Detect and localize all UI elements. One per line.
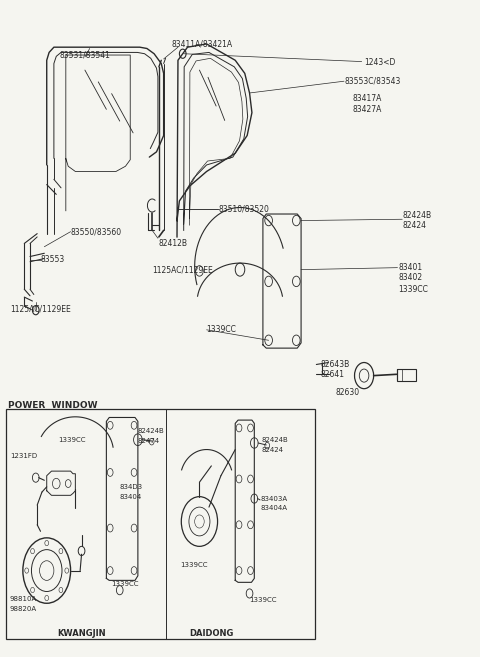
Text: POWER  WINDOW: POWER WINDOW: [8, 401, 97, 409]
Text: 83427A: 83427A: [352, 105, 382, 114]
Text: 82424: 82424: [262, 447, 284, 453]
Text: 834D3: 834D3: [120, 484, 143, 490]
Text: 82424B: 82424B: [402, 212, 432, 221]
Text: 82424B: 82424B: [137, 428, 164, 434]
Text: 82641: 82641: [320, 370, 344, 379]
Text: 1243<D: 1243<D: [364, 58, 396, 67]
Text: 1339CC: 1339CC: [206, 325, 237, 334]
Text: 83404A: 83404A: [260, 505, 287, 511]
Text: 83553C/83543: 83553C/83543: [345, 77, 401, 85]
Bar: [396, 369, 416, 381]
Text: 83402: 83402: [398, 273, 422, 282]
Text: 82424: 82424: [402, 221, 426, 231]
Text: 83403A: 83403A: [260, 495, 287, 501]
Text: 98820A: 98820A: [10, 606, 37, 612]
Text: 82424B: 82424B: [262, 437, 288, 443]
Text: 1339CC: 1339CC: [180, 562, 208, 568]
Text: 1125AC/1129EE: 1125AC/1129EE: [152, 265, 213, 274]
Bar: [6, 409, 315, 639]
Text: 83411A/83421A: 83411A/83421A: [171, 39, 232, 49]
Text: 1231FD: 1231FD: [10, 453, 37, 459]
Text: 1339CC: 1339CC: [250, 597, 277, 603]
Text: 83404: 83404: [120, 493, 142, 499]
Text: 1339CC: 1339CC: [59, 437, 86, 443]
Text: KWANGJIN: KWANGJIN: [57, 629, 106, 638]
Text: 1125AC/1129EE: 1125AC/1129EE: [10, 304, 71, 313]
Text: 83401: 83401: [398, 263, 422, 272]
Text: 1339CC: 1339CC: [111, 581, 139, 587]
Text: 83553: 83553: [41, 256, 65, 264]
Text: 98810A: 98810A: [10, 597, 37, 602]
Text: 83550/83560: 83550/83560: [71, 227, 122, 236]
Text: 1339CC: 1339CC: [398, 284, 428, 294]
Text: 83510/83520: 83510/83520: [218, 205, 269, 214]
Text: 82630: 82630: [336, 388, 360, 397]
Text: DAIDONG: DAIDONG: [189, 629, 234, 638]
Text: 83531/83541: 83531/83541: [60, 51, 110, 60]
Text: 82412B: 82412B: [159, 239, 188, 248]
Text: 82474: 82474: [137, 438, 159, 444]
Text: 82643B: 82643B: [320, 360, 349, 369]
Text: 83417A: 83417A: [352, 95, 382, 103]
